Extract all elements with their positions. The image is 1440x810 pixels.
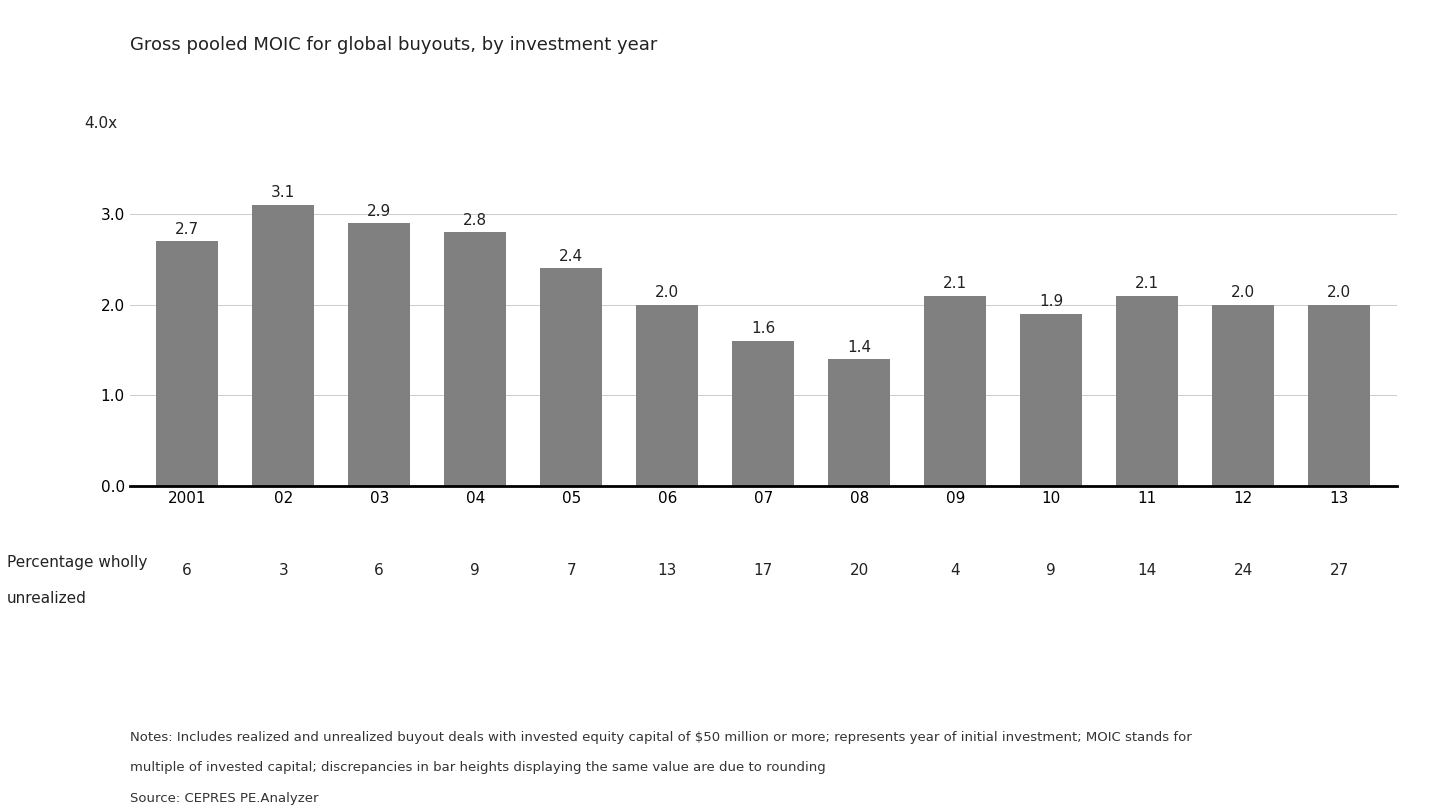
- Bar: [828, 359, 890, 486]
- Bar: [156, 241, 219, 486]
- Bar: [540, 268, 602, 486]
- Text: Gross pooled MOIC for global buyouts, by investment year: Gross pooled MOIC for global buyouts, by…: [130, 36, 657, 54]
- Text: 1.4: 1.4: [847, 339, 871, 355]
- Text: 7: 7: [566, 563, 576, 578]
- Text: 1.9: 1.9: [1040, 294, 1063, 309]
- Text: 9: 9: [1047, 563, 1056, 578]
- Text: 17: 17: [753, 563, 773, 578]
- Text: 4: 4: [950, 563, 960, 578]
- Text: 24: 24: [1234, 563, 1253, 578]
- Text: 20: 20: [850, 563, 868, 578]
- Text: 2.0: 2.0: [1231, 285, 1256, 301]
- Text: 2.1: 2.1: [943, 276, 968, 291]
- Text: 2.4: 2.4: [559, 249, 583, 264]
- Text: 4.0x: 4.0x: [84, 116, 117, 131]
- Bar: [1308, 305, 1371, 486]
- Text: 14: 14: [1138, 563, 1156, 578]
- Bar: [348, 223, 410, 486]
- Text: 2.0: 2.0: [655, 285, 680, 301]
- Text: 3: 3: [278, 563, 288, 578]
- Text: 6: 6: [183, 563, 192, 578]
- Text: 9: 9: [471, 563, 480, 578]
- Text: 3.1: 3.1: [271, 185, 295, 200]
- Text: Source: CEPRES PE.Analyzer: Source: CEPRES PE.Analyzer: [130, 792, 318, 805]
- Bar: [444, 232, 507, 486]
- Bar: [924, 296, 986, 486]
- Bar: [636, 305, 698, 486]
- Text: 1.6: 1.6: [752, 322, 775, 336]
- Text: 2.9: 2.9: [367, 203, 392, 219]
- Text: 2.1: 2.1: [1135, 276, 1159, 291]
- Text: 2.7: 2.7: [176, 222, 199, 237]
- Bar: [1212, 305, 1274, 486]
- Bar: [1020, 313, 1083, 486]
- Text: unrealized: unrealized: [7, 591, 86, 607]
- Text: 2.8: 2.8: [464, 213, 487, 228]
- Text: 2.0: 2.0: [1328, 285, 1351, 301]
- Text: 27: 27: [1329, 563, 1349, 578]
- Text: 13: 13: [658, 563, 677, 578]
- Text: multiple of invested capital; discrepancies in bar heights displaying the same v: multiple of invested capital; discrepanc…: [130, 761, 825, 774]
- Text: Percentage wholly: Percentage wholly: [7, 555, 147, 570]
- Bar: [1116, 296, 1178, 486]
- Text: Notes: Includes realized and unrealized buyout deals with invested equity capita: Notes: Includes realized and unrealized …: [130, 731, 1191, 744]
- Bar: [732, 341, 795, 486]
- Text: 6: 6: [374, 563, 384, 578]
- Bar: [252, 205, 314, 486]
